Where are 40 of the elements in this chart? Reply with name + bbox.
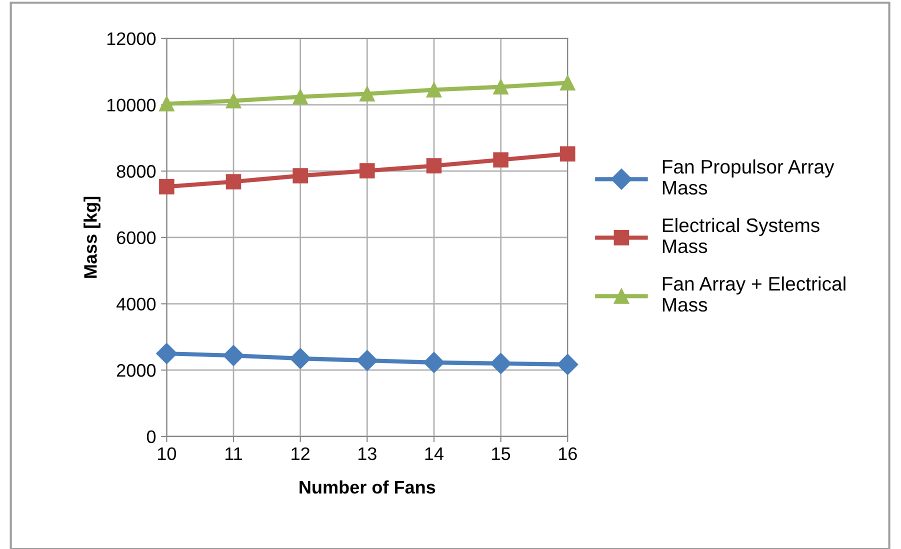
- point: [560, 75, 576, 91]
- point: [426, 158, 442, 174]
- point: [159, 96, 174, 112]
- point: [226, 93, 242, 108]
- point: [156, 343, 178, 364]
- x-tick-label: 14: [425, 448, 444, 460]
- point: [493, 79, 508, 94]
- point: [557, 354, 578, 375]
- y-axis-title: Mass [kg]: [84, 196, 101, 278]
- point: [226, 174, 242, 190]
- x-tick-label: 10: [158, 447, 176, 460]
- point: [356, 350, 378, 372]
- point: [423, 352, 444, 374]
- x-tick-label: 15: [492, 448, 510, 460]
- legend-label: Fan Array + Electrical Mass: [662, 276, 846, 312]
- y-tick-label: 8000: [116, 165, 156, 178]
- legend-label: Electrical Systems Mass: [662, 218, 820, 254]
- x-tick-label: 12: [292, 447, 310, 460]
- point: [426, 82, 442, 98]
- y-tick-label: 10000: [107, 98, 156, 112]
- point: [490, 352, 512, 374]
- point: [360, 163, 375, 178]
- y-tick-label: 4000: [116, 298, 156, 310]
- x-tick-label: 11: [226, 448, 242, 460]
- point: [493, 152, 508, 168]
- y-tick-label: 0: [146, 430, 156, 444]
- point: [292, 89, 308, 104]
- point: [292, 168, 308, 184]
- y-tick-label: 2000: [117, 364, 156, 377]
- x-tick-label: 16: [558, 447, 577, 460]
- point: [222, 345, 244, 366]
- legend-label: Fan Propulsor Array Mass: [662, 159, 834, 195]
- y-tick-label: 6000: [117, 231, 156, 244]
- y-tick-label: 12000: [107, 32, 156, 46]
- point: [560, 146, 576, 162]
- point: [159, 179, 174, 194]
- point: [360, 86, 375, 102]
- point: [290, 348, 311, 370]
- x-tick-label: 13: [358, 447, 376, 460]
- x-axis-title: Number of Fans: [300, 480, 436, 494]
